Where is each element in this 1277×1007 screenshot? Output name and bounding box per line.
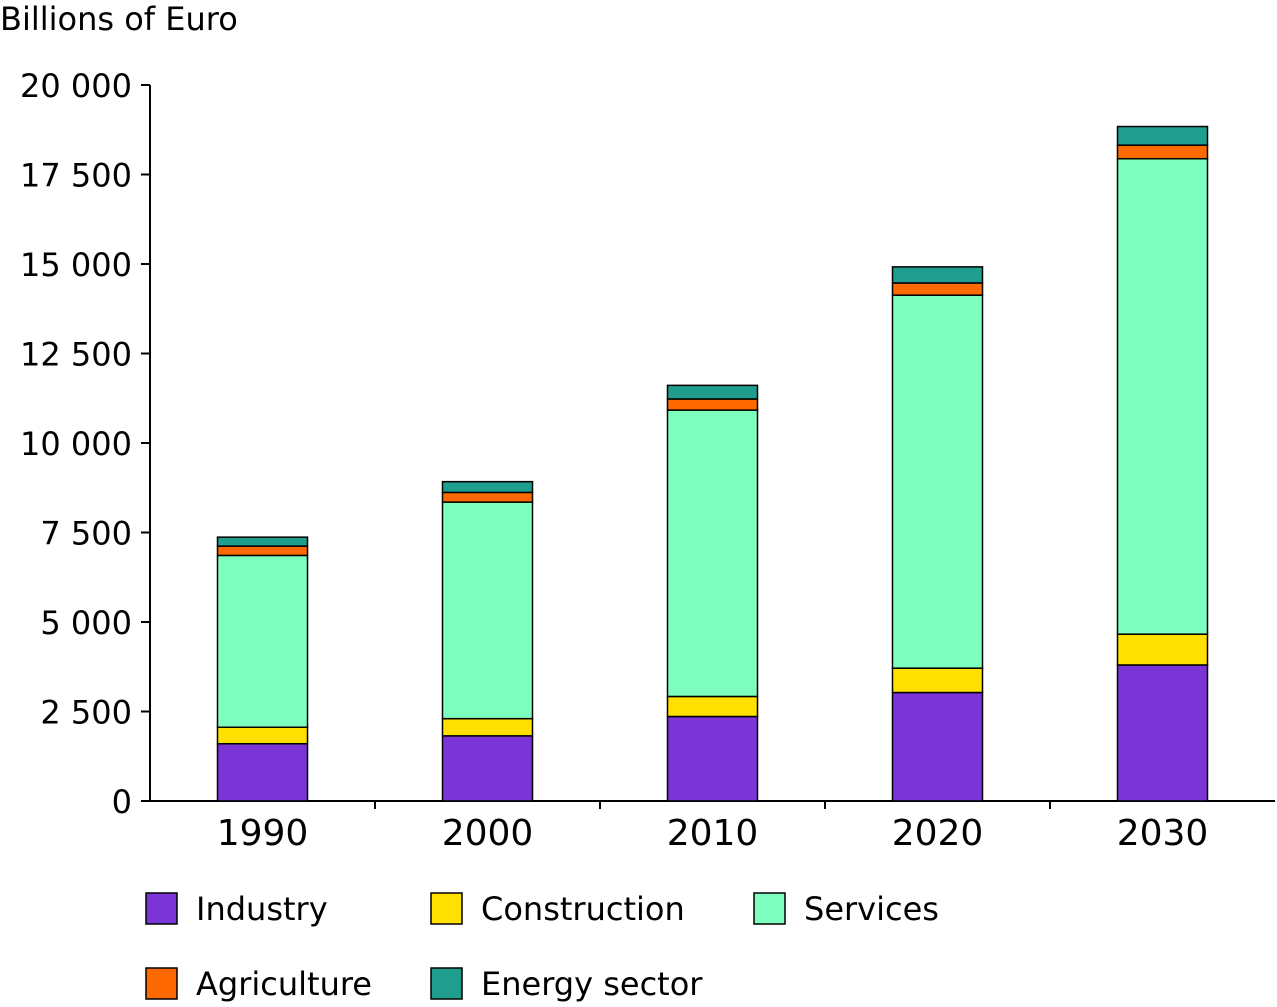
bar-segment-services (666, 409, 759, 698)
legend-swatch-construction (430, 892, 463, 925)
bar-segment-construction (891, 667, 984, 694)
bar-segment-industry (441, 735, 534, 802)
x-tick-label: 2010 (667, 813, 759, 854)
y-tick-label: 17 500 (20, 157, 132, 195)
legend-swatch-industry (145, 892, 178, 925)
bar-segment-agriculture (1116, 144, 1209, 160)
x-tick-label: 2000 (442, 813, 534, 854)
y-tick-label: 7 500 (40, 515, 132, 553)
bar-segment-agriculture (441, 491, 534, 503)
bar-segment-services (891, 294, 984, 669)
x-tick-label: 1990 (217, 813, 309, 854)
legend-swatch-services (753, 892, 786, 925)
y-tick-label: 5 000 (40, 604, 132, 642)
bar-segment-construction (666, 695, 759, 718)
bar-segment-services (1116, 157, 1209, 635)
y-tick-label: 15 000 (20, 246, 132, 284)
bar-segment-industry (666, 715, 759, 802)
legend-label-industry: Industry (196, 890, 328, 928)
y-tick-label: 0 (112, 783, 132, 821)
x-tick-label: 2020 (892, 813, 984, 854)
y-tick-label: 2 500 (40, 694, 132, 732)
bars (216, 125, 1209, 802)
legend-swatch-agriculture (145, 967, 178, 1000)
x-tick-label: 2030 (1117, 813, 1209, 854)
bar-segment-agriculture (666, 398, 759, 411)
bar-segment-energy-sector (441, 480, 534, 494)
bar-segment-industry (891, 691, 984, 802)
bar-segment-agriculture (891, 282, 984, 296)
legend-label-energy-sector: Energy sector (481, 965, 703, 1003)
bar-segment-energy-sector (216, 536, 309, 547)
y-tick-label: 20 000 (20, 67, 132, 105)
legend-swatch-energy-sector (430, 967, 463, 1000)
y-axis-label: Billions of Euro (0, 0, 238, 38)
y-tick-label: 10 000 (20, 425, 132, 463)
bar-segment-industry (1116, 664, 1209, 802)
bar-segment-services (216, 554, 309, 729)
legend-label-construction: Construction (481, 890, 685, 928)
legend: Industry Construction Services Agriculture E… (145, 890, 939, 1003)
bar-segment-construction (216, 726, 309, 745)
bar-segment-services (441, 501, 534, 720)
bar-segment-energy-sector (666, 384, 759, 400)
axes: 0 2 500 5 000 7 500 10 000 12 500 15 000 17 500… (20, 67, 1275, 854)
bar-segment-industry (216, 742, 309, 802)
legend-label-agriculture: Agriculture (196, 965, 372, 1003)
legend-label-services: Services (804, 890, 939, 928)
bar-segment-construction (1116, 633, 1209, 666)
bar-segment-energy-sector (1116, 125, 1209, 146)
bar-segment-energy-sector (891, 266, 984, 284)
y-tick-label: 12 500 (20, 336, 132, 374)
bar-segment-agriculture (216, 545, 309, 557)
bar-segment-construction (441, 717, 534, 737)
